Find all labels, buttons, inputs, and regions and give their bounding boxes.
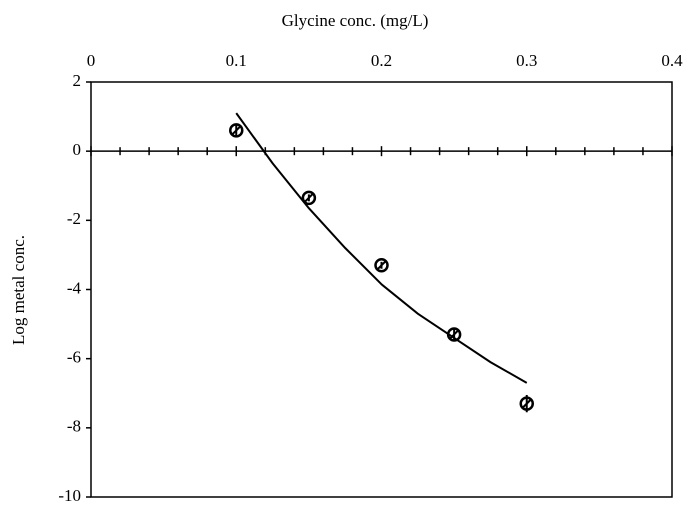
y-tick-label: -8 (67, 417, 81, 436)
y-tick-label: -10 (58, 486, 81, 505)
x-tick-label: 0 (87, 51, 96, 70)
point-cross (522, 398, 532, 409)
x-tick-label: 0.4 (661, 51, 683, 70)
point-cross (231, 125, 241, 136)
x-tick-label: 0.3 (516, 51, 537, 70)
y-tick-label: 0 (73, 140, 82, 159)
point (229, 123, 244, 138)
y-tick-label: -4 (67, 278, 82, 297)
point (374, 258, 389, 273)
x-axis-title: Glycine conc. (mg/L) (282, 11, 429, 30)
x-tick-label: 0.2 (371, 51, 392, 70)
x-tick-label: 0.1 (226, 51, 247, 70)
point-cross (304, 193, 314, 203)
trendline (235, 112, 528, 384)
y-tick-label: -2 (67, 209, 81, 228)
point (519, 396, 534, 411)
y-tick-label: 2 (73, 71, 82, 90)
point (446, 327, 462, 342)
point (301, 190, 317, 206)
y-axis-title: Log metal conc. (9, 235, 28, 345)
plot-border (90, 81, 673, 498)
point-cross (449, 329, 459, 340)
y-tick-label: -6 (67, 348, 81, 367)
point-cross (376, 260, 387, 270)
